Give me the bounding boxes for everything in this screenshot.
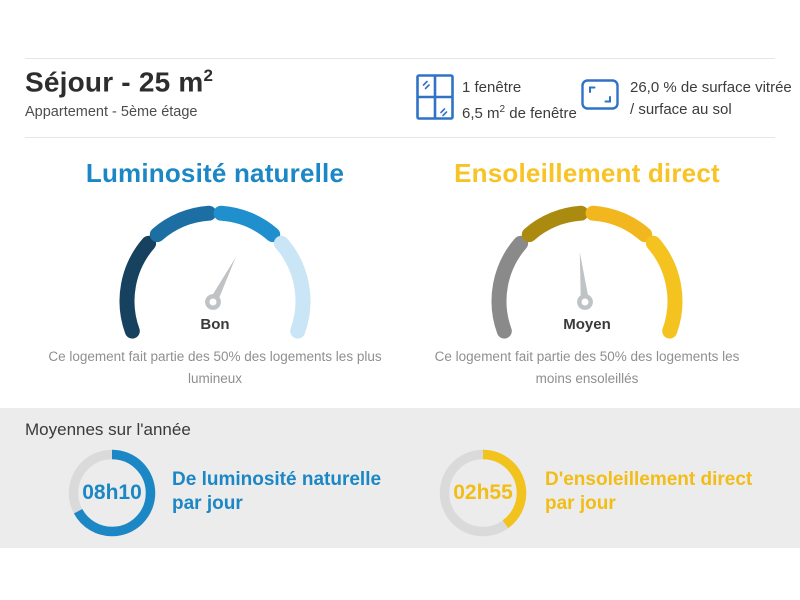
yearly-averages-band: Moyennes sur l'année 08h10 De luminosité… xyxy=(0,408,800,548)
sunshine-hours-value: 02h55 xyxy=(453,481,513,504)
natural-light-verdict: Bon xyxy=(200,316,230,333)
direct-sun-panel: Ensoleillement direct Moyen Ce logement … xyxy=(402,158,772,386)
natural-light-title: Luminosité naturelle xyxy=(85,158,345,188)
natural-light-gauge xyxy=(119,205,311,339)
window-stat: 1 fenêtre 6,5 m2 de fenêtre xyxy=(462,77,577,125)
glazed-surface-icon xyxy=(581,79,619,110)
window-count: 1 fenêtre xyxy=(462,79,522,96)
page-subtitle: Appartement - 5ème étage xyxy=(25,104,198,120)
direct-sun-title: Ensoleillement direct xyxy=(454,158,720,188)
direct-sun-gauge xyxy=(491,205,683,339)
glazed-ratio-denominator: / surface au sol xyxy=(630,101,732,118)
daylight-hours-ring xyxy=(68,449,156,537)
glazed-surface-stat: 26,0 % de surface vitrée / surface au so… xyxy=(630,77,792,121)
header-bottom-divider xyxy=(25,137,775,138)
window-area: 6,5 m2 de fenêtre xyxy=(462,104,577,122)
natural-light-panel: Luminosité naturelle Bon Ce logement fai… xyxy=(30,158,400,386)
sunshine-hours-label: D'ensoleillement direct par jour xyxy=(545,469,753,514)
natural-light-description: Ce logement fait partie des 50% des loge… xyxy=(48,349,382,386)
yearly-averages-heading: Moyennes sur l'année xyxy=(25,420,191,439)
glazed-ratio: 26,0 % de surface vitrée xyxy=(630,79,792,96)
window-icon xyxy=(416,74,454,120)
direct-sun-description: Ce logement fait partie des 50% des loge… xyxy=(434,349,740,386)
sunshine-hours-ring xyxy=(439,449,527,537)
daylight-hours-label: De luminosité naturelle par jour xyxy=(172,469,382,514)
header-top-divider xyxy=(25,58,775,59)
direct-sun-verdict: Moyen xyxy=(563,316,611,333)
daylight-hours-value: 08h10 xyxy=(82,481,142,504)
page-title: Séjour - 25 m2 xyxy=(25,66,214,98)
